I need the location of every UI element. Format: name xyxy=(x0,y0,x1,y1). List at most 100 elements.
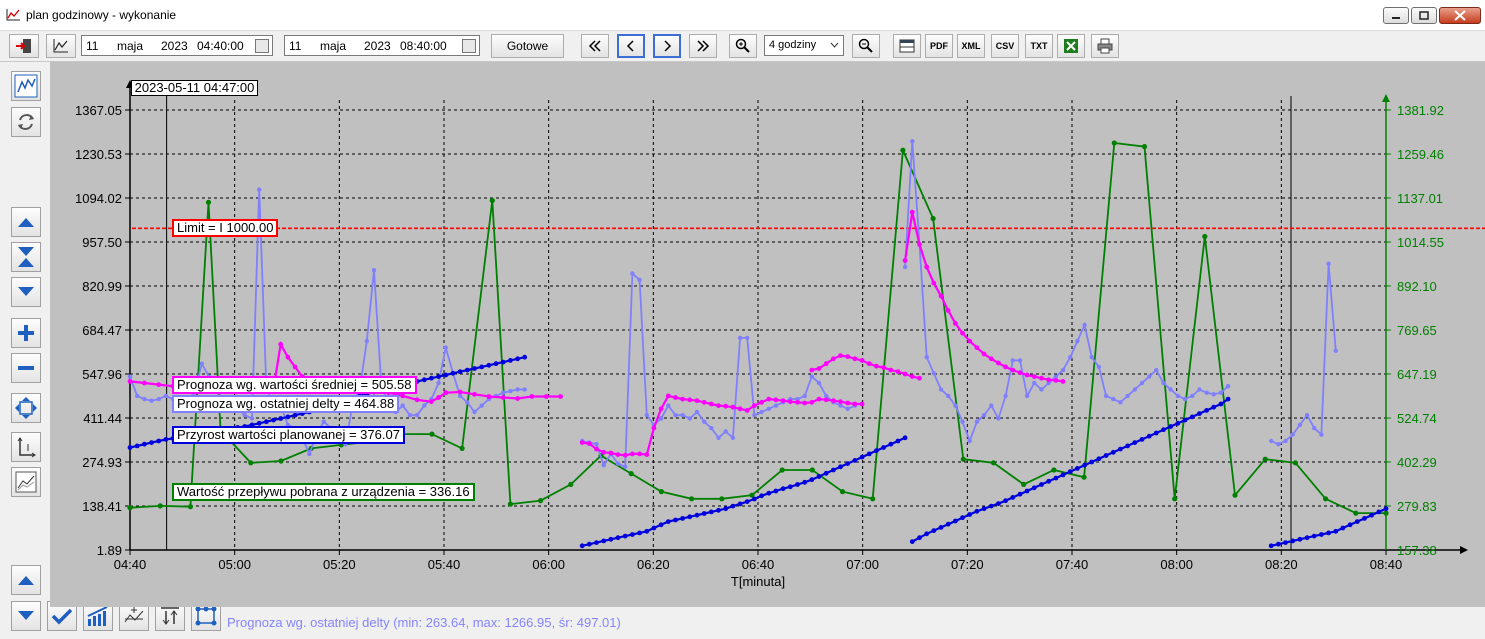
export-txt-button[interactable]: TXT xyxy=(1025,34,1053,58)
series-point-flow xyxy=(429,431,435,437)
series-point-avg xyxy=(1003,364,1008,370)
from-day: 11 xyxy=(86,39,99,53)
series-point-delta xyxy=(407,413,413,418)
series-point-planned xyxy=(1304,535,1310,541)
series-point-delta xyxy=(285,422,291,428)
zoom-out-y-button[interactable] xyxy=(11,353,41,383)
calendar-icon[interactable] xyxy=(462,39,476,53)
series-point-planned xyxy=(1290,538,1296,544)
series-point-flow xyxy=(960,456,966,462)
table-view-button[interactable] xyxy=(893,34,921,58)
series-point-avg xyxy=(744,408,750,413)
series-point-delta xyxy=(953,403,958,408)
close-button[interactable] xyxy=(1439,7,1481,24)
series-point-planned xyxy=(1297,536,1303,542)
chart-settings-button[interactable] xyxy=(11,71,41,101)
series-point-avg xyxy=(687,397,693,403)
export-xml-button[interactable]: XML xyxy=(957,34,985,58)
scroll-down-button[interactable] xyxy=(11,277,41,307)
restore-button[interactable] xyxy=(1411,7,1437,24)
series-line-avg xyxy=(582,394,863,457)
fit-vertical-button[interactable] xyxy=(11,242,41,272)
series-point-delta xyxy=(615,461,621,466)
series-point-delta xyxy=(816,380,822,386)
y-right-tick-label: 157.38 xyxy=(1397,543,1437,558)
series-point-planned xyxy=(673,517,678,523)
axis-button[interactable] xyxy=(11,432,41,462)
title-bar: plan godzinowy - wykonanie xyxy=(0,0,1485,31)
series-point-avg xyxy=(866,361,872,367)
series-point-planned xyxy=(1340,525,1346,531)
series-point-delta xyxy=(249,416,255,421)
series-point-planned xyxy=(1218,401,1224,407)
series-point-planned xyxy=(256,420,262,426)
export-pdf-button[interactable]: PDF xyxy=(925,34,953,58)
series-point-flow xyxy=(205,199,212,205)
fit-all-button[interactable] xyxy=(11,393,41,423)
x-tick-label: 05:40 xyxy=(428,557,461,572)
series-point-avg xyxy=(845,354,851,359)
series-point-avg xyxy=(909,209,915,215)
series-point-avg xyxy=(809,367,815,373)
series-point-delta xyxy=(1010,358,1015,363)
zoom-out-button[interactable] xyxy=(852,34,880,58)
legend-delta-forecast: Prognoza wg. ostatniej delty = 464.88 xyxy=(172,395,400,413)
date-to-picker[interactable]: 11 maja 2023 08:40:00 xyxy=(284,35,480,56)
exit-button[interactable] xyxy=(9,34,39,58)
series-point-avg xyxy=(874,363,879,369)
chevron-left-icon xyxy=(626,40,634,52)
series-point-delta xyxy=(1283,438,1288,444)
scroll-up-button[interactable] xyxy=(11,207,41,237)
series-point-planned xyxy=(938,525,944,530)
zoom-in-button[interactable] xyxy=(729,34,757,58)
previous-button[interactable] xyxy=(617,34,645,58)
panel-up-button[interactable] xyxy=(11,565,41,595)
series-point-planned xyxy=(630,532,635,537)
series-point-delta xyxy=(1276,442,1281,447)
last-page-button[interactable] xyxy=(689,34,717,58)
series-point-avg xyxy=(622,452,628,458)
print-button[interactable] xyxy=(1091,34,1119,58)
export-excel-button[interactable] xyxy=(1057,34,1085,58)
series-point-delta xyxy=(307,451,312,457)
close-icon xyxy=(1454,10,1466,21)
y-right-tick-label: 892.10 xyxy=(1397,279,1437,294)
series-point-planned xyxy=(1204,408,1209,413)
series-point-avg xyxy=(759,399,764,405)
series-point-flow xyxy=(278,458,284,464)
series-point-planned xyxy=(852,458,858,463)
series-point-avg xyxy=(1060,379,1066,384)
series-point-delta xyxy=(508,388,513,394)
export-csv-button[interactable]: CSV xyxy=(991,34,1019,58)
chart-plot[interactable]: 04:40 05:00 05:20 05:40 06:00 06:20 06:40 07:00… xyxy=(50,62,1485,607)
zoom-in-y-button[interactable] xyxy=(11,318,41,348)
series-point-avg xyxy=(586,441,592,446)
y-left-tick-label: 957.50 xyxy=(82,235,122,250)
series-point-avg xyxy=(852,356,858,362)
series-point-avg xyxy=(701,399,707,405)
chart-type-button[interactable] xyxy=(46,34,76,58)
next-button[interactable] xyxy=(653,34,681,58)
checkmark-icon xyxy=(51,608,73,625)
first-page-button[interactable] xyxy=(581,34,609,58)
panel-down-button[interactable] xyxy=(11,601,41,631)
series-point-delta xyxy=(522,387,527,392)
series-point-planned xyxy=(716,507,721,513)
ready-button[interactable]: Gotowe xyxy=(491,34,564,58)
series-point-planned xyxy=(881,445,886,450)
series-point-planned xyxy=(443,372,449,378)
refresh-button[interactable] xyxy=(11,107,41,137)
series-point-delta xyxy=(910,139,915,144)
series-point-avg xyxy=(960,330,965,336)
series-point-delta xyxy=(1118,400,1123,405)
x-tick-label: 08:00 xyxy=(1160,557,1193,572)
range-select[interactable]: 4 godziny xyxy=(764,35,844,56)
calendar-icon[interactable] xyxy=(255,39,269,53)
series-point-avg xyxy=(974,345,980,350)
date-from-picker[interactable]: 11 maja 2023 04:40:00 xyxy=(81,35,273,56)
minimize-button[interactable] xyxy=(1383,7,1409,24)
x-tick-label: 07:20 xyxy=(951,557,984,572)
series-point-avg xyxy=(694,398,700,404)
series-options-button[interactable] xyxy=(11,467,41,497)
series-point-delta xyxy=(1218,390,1224,395)
